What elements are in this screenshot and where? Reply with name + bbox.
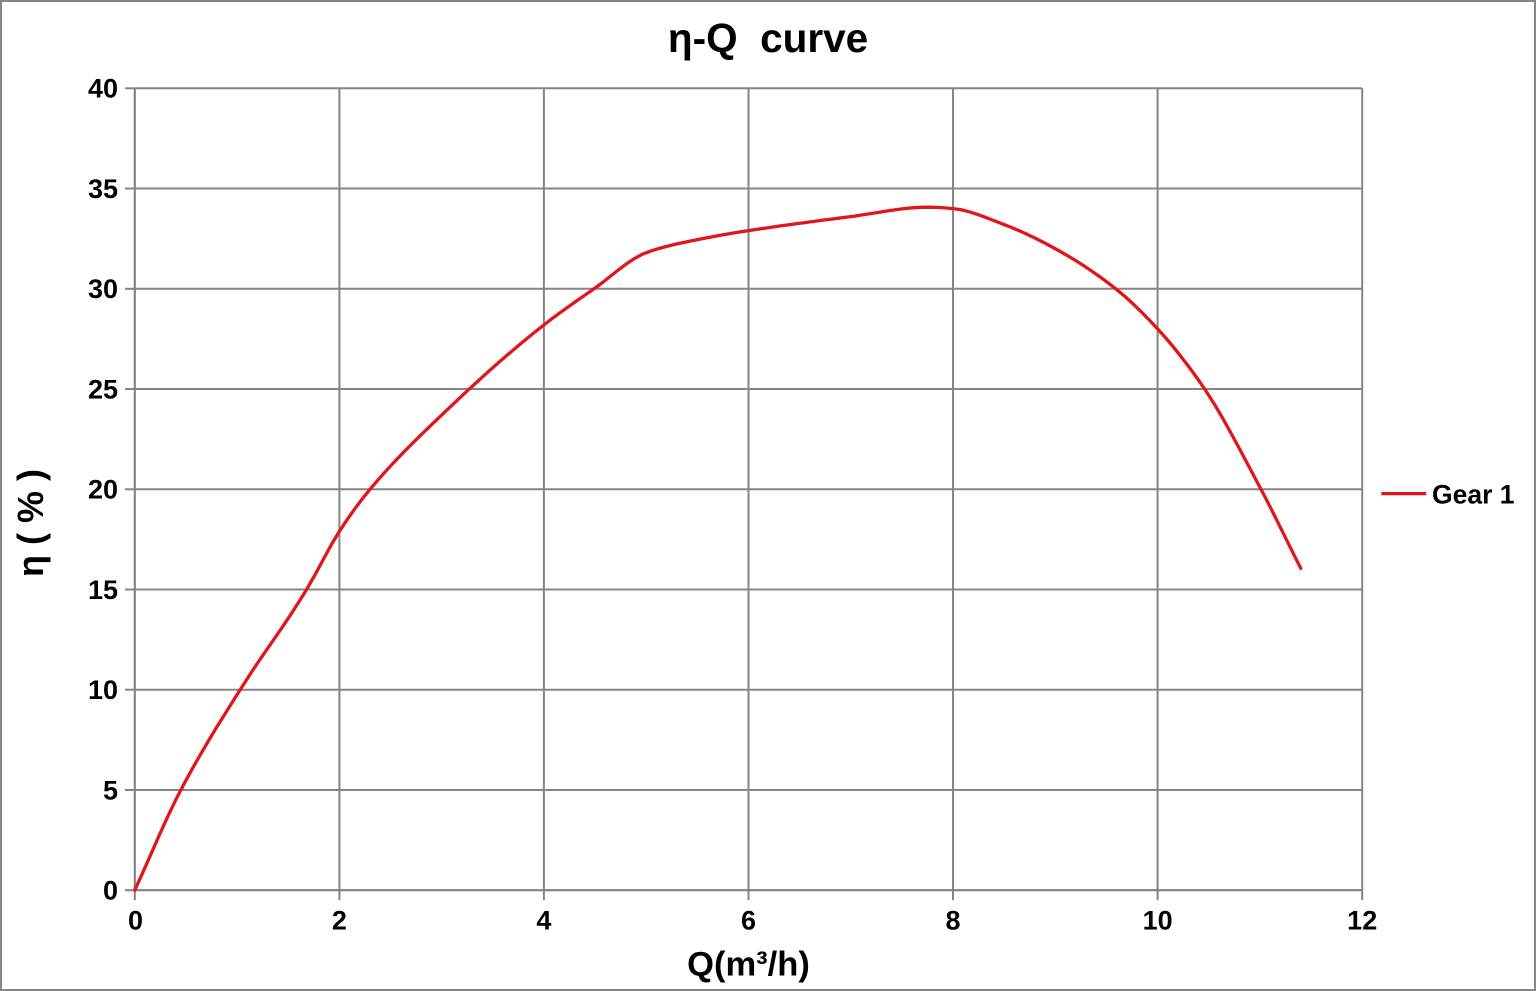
svg-text:20: 20 (88, 475, 118, 505)
svg-text:35: 35 (88, 174, 118, 204)
svg-text:12: 12 (1347, 906, 1377, 936)
svg-text:5: 5 (103, 775, 118, 805)
svg-text:Q(m³/h): Q(m³/h) (687, 946, 810, 984)
svg-text:η-Q curve: η-Q curve (668, 15, 868, 61)
svg-text:6: 6 (741, 906, 756, 936)
svg-text:2: 2 (332, 906, 347, 936)
svg-text:0: 0 (128, 906, 143, 936)
svg-text:25: 25 (88, 374, 118, 404)
svg-text:10: 10 (1143, 906, 1173, 936)
svg-text:4: 4 (536, 906, 551, 936)
svg-text:Gear 1: Gear 1 (1432, 480, 1515, 510)
svg-text:10: 10 (88, 675, 118, 705)
svg-text:15: 15 (88, 575, 118, 605)
svg-text:40: 40 (88, 74, 118, 104)
svg-text:0: 0 (103, 876, 118, 906)
svg-text:8: 8 (945, 906, 960, 936)
svg-text:η ( % ): η ( % ) (10, 469, 51, 577)
svg-text:30: 30 (88, 274, 118, 304)
